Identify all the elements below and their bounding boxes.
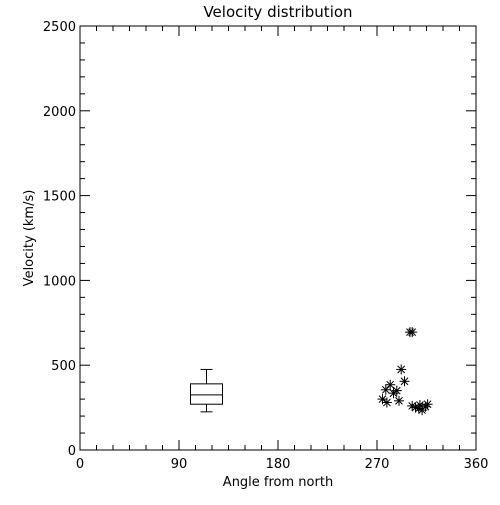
y-tick-label: 0 bbox=[68, 444, 76, 459]
data-point-asterisk bbox=[407, 327, 418, 338]
x-tick-label: 270 bbox=[365, 457, 390, 472]
tick-labels-layer: 0 90 180 270 360 0 500 1000 1500 2000 2500 bbox=[43, 20, 489, 472]
x-tick-label: 90 bbox=[171, 457, 188, 472]
data-point-asterisk bbox=[394, 395, 404, 406]
x-tick-label: 0 bbox=[76, 457, 84, 472]
data-point-asterisk bbox=[396, 364, 407, 375]
y-tick-label: 2500 bbox=[43, 20, 76, 35]
y-tick-label: 1000 bbox=[43, 274, 76, 289]
ticks-layer bbox=[79, 25, 477, 451]
plot-frame bbox=[79, 25, 477, 451]
scatter-points bbox=[377, 327, 433, 416]
x-tick-label: 360 bbox=[464, 457, 489, 472]
data-point-asterisk bbox=[414, 400, 425, 411]
boxplot bbox=[190, 368, 223, 413]
chart-title: Velocity distribution bbox=[203, 3, 352, 21]
x-axis-title: Angle from north bbox=[223, 475, 333, 490]
data-point-asterisk bbox=[399, 376, 410, 387]
y-tick-label: 2000 bbox=[43, 105, 76, 120]
data-point-asterisk bbox=[381, 397, 392, 408]
y-axis-title: Velocity (km/s) bbox=[22, 190, 37, 287]
data-point-asterisk bbox=[380, 384, 391, 395]
data-point-asterisk bbox=[422, 399, 433, 410]
data-point-asterisk bbox=[385, 379, 396, 390]
y-tick-label: 1500 bbox=[43, 190, 76, 205]
data-point-asterisk bbox=[388, 388, 399, 399]
box-iqr bbox=[190, 383, 223, 405]
y-tick-label: 500 bbox=[51, 359, 76, 374]
x-tick-label: 180 bbox=[266, 457, 291, 472]
